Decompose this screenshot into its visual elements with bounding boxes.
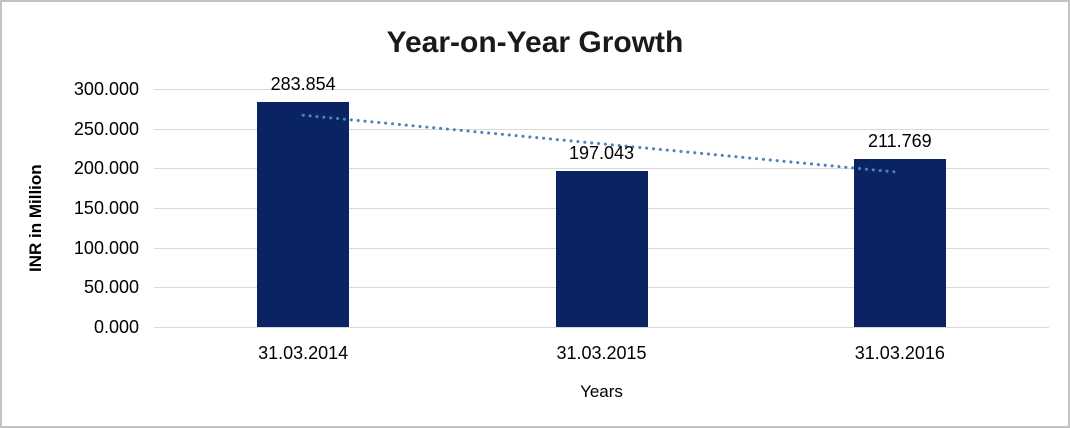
y-tick-label: 300.000 — [73, 79, 139, 99]
x-tick-label: 31.03.2015 — [556, 343, 647, 363]
x-tick-label: 31.03.2016 — [854, 343, 945, 363]
bar-31.03.2014 — [257, 101, 350, 327]
y-tick-label: 0.000 — [93, 317, 139, 337]
y-tick-label: 250.000 — [73, 118, 139, 139]
bar-value-label: 211.769 — [867, 130, 932, 151]
bar-value-label: 283.854 — [270, 73, 336, 94]
bar-31.03.2015 — [555, 170, 648, 327]
gridline — [154, 89, 1049, 90]
bar-value-label: 197.043 — [568, 142, 635, 163]
x-tick-label: 31.03.2014 — [258, 343, 349, 363]
chart-title: Year-on-Year Growth — [386, 26, 684, 59]
y-tick-label: 200.000 — [73, 158, 139, 179]
y-tick-label: 100.000 — [73, 237, 139, 258]
y-tick-label: 150.000 — [73, 198, 139, 218]
x-axis-title: Years — [580, 382, 623, 401]
plot-area — [154, 89, 1049, 328]
bar-31.03.2016 — [853, 159, 946, 327]
y-tick-label: 50.000 — [83, 277, 139, 298]
gridline — [154, 327, 1049, 328]
